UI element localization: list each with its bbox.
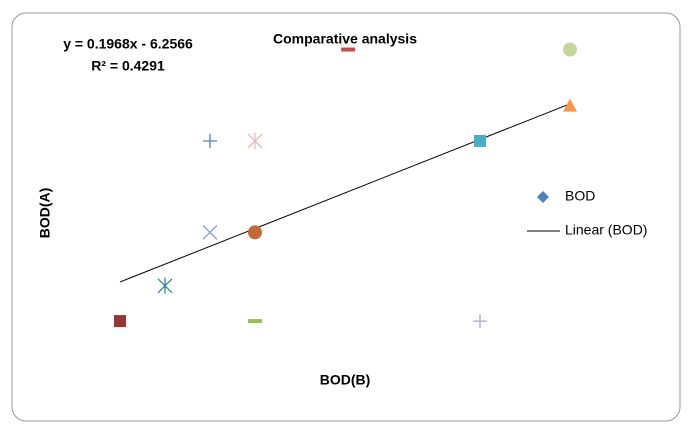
legend-marker — [537, 191, 549, 203]
trend-r2: R² = 0.4291 — [91, 58, 165, 74]
point — [114, 315, 126, 328]
point — [473, 314, 487, 329]
point — [474, 134, 486, 147]
y-axis-label: BOD(A) — [37, 188, 53, 239]
chart-title: Comparative analysis — [273, 31, 417, 47]
point — [341, 47, 356, 52]
point — [203, 133, 217, 148]
x-axis-label: BOD(B) — [320, 372, 371, 388]
trendline — [119, 103, 571, 283]
legend-label: BOD — [565, 188, 595, 204]
point — [563, 42, 577, 57]
chart-border — [11, 12, 681, 422]
legend-label: Linear (BOD) — [565, 222, 647, 238]
trend-equation: y = 0.1968x - 6.2566 — [63, 36, 193, 52]
point — [248, 225, 262, 240]
point — [563, 98, 577, 112]
point — [202, 224, 218, 240]
point — [247, 132, 263, 149]
point — [157, 277, 173, 294]
point — [248, 319, 262, 324]
